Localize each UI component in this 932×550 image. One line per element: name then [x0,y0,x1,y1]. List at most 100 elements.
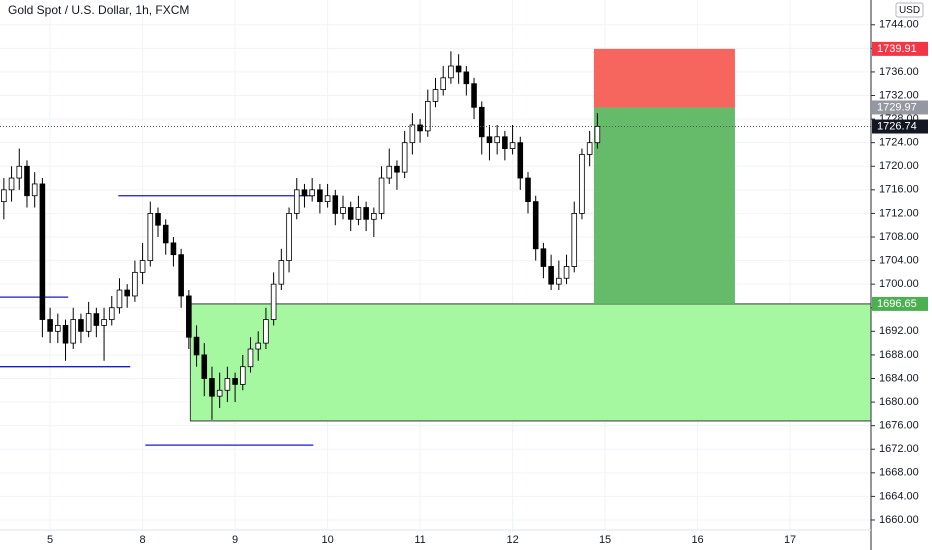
y-tick-label: 1744.00 [879,19,919,31]
candle-body [39,183,46,320]
candle-body [448,65,454,79]
y-tick-label: 1724.00 [879,137,919,149]
candle-body [517,142,524,179]
y-tick-label: 1688.00 [879,349,919,361]
candle-body [425,101,431,132]
candle-body [232,378,238,385]
zone-price-label-bg [872,296,928,311]
candle-body [293,189,300,214]
candle-body [471,83,477,108]
candle-body [16,165,23,179]
candle-body [586,142,593,155]
candle-body [347,207,354,220]
candle-body [548,266,554,285]
candle-body [440,77,446,91]
y-tick-label: 1692.00 [879,325,919,337]
candle-body [332,195,339,214]
candle-body [132,271,138,297]
x-tick-label: 11 [414,534,425,546]
x-tick-label: 17 [784,534,796,546]
plot-area [0,0,872,530]
candle-body [263,319,269,344]
candle-body [317,189,323,203]
entry-price-label: 1729.97 [877,101,917,113]
candle-body [371,213,377,220]
candle-body [24,165,30,197]
candle-body [62,325,69,344]
candle-body [509,142,516,149]
y-tick-label: 1660.00 [879,514,919,526]
candle-body [556,277,562,285]
candle-body [324,195,331,203]
candle-body [70,319,77,344]
y-tick-label: 1664.00 [879,490,919,502]
candle-body [247,348,254,368]
candle-body [240,366,246,385]
x-tick-label: 10 [321,534,333,546]
candle-body [340,207,346,214]
y-tick-label: 1712.00 [879,207,919,219]
zone-price-label: 1696.65 [877,298,917,310]
candle-body [270,283,277,320]
last-price-label: 1726.74 [877,120,917,132]
candle-body [116,289,123,309]
candle-body [78,319,84,332]
y-tick-label: 1720.00 [879,160,919,172]
candle-body [278,260,285,285]
x-tick-label: 5 [47,534,53,546]
x-tick-label: 9 [232,534,238,546]
x-tick-label: 8 [140,534,146,546]
candle-body [532,201,539,250]
y-tick-label: 1716.00 [879,184,919,196]
y-tick-label: 1736.00 [879,66,919,78]
x-tick-label: 16 [691,534,703,546]
candle-body [216,389,223,397]
candle-body [286,213,292,261]
y-tick-label: 1684.00 [879,372,919,384]
candle-body [571,213,578,267]
y-tick-label: 1676.00 [879,420,919,432]
candle-body [255,342,262,350]
candle-body [579,154,585,214]
x-tick-label: 15 [599,534,611,546]
candle-body [309,189,315,197]
y-tick-label: 1700.00 [879,278,919,290]
currency-box[interactable] [895,2,924,18]
candle-body [455,65,462,73]
candle-body [378,177,385,214]
y-tick-label: 1672.00 [879,443,919,455]
candle-body [55,325,61,332]
candle-body [502,136,508,149]
candle-body [355,207,362,220]
candle-body [178,254,184,297]
candle-body [8,177,15,191]
candle-body [170,242,177,256]
last-price-label-bg [872,119,928,134]
candle-body [124,289,130,297]
candle-body [224,378,231,391]
currency-label: USD [899,5,920,16]
stop-price-label: 1739.91 [877,43,917,55]
candle-body [525,177,531,203]
candle-body [478,106,485,138]
x-tick-label: 12 [506,534,518,546]
candle-body [540,248,547,267]
y-tick-label: 1732.00 [879,89,919,101]
candle-body [401,142,408,173]
entry-price-label-bg [872,100,928,115]
candle-body [409,124,416,144]
candle-body [93,313,100,326]
candle-body [417,124,423,132]
candle-body [363,207,369,220]
candle-body [139,260,146,273]
stop-price-label-bg [872,41,928,56]
candle-body [594,126,601,144]
y-tick-label: 1708.00 [879,231,919,243]
candle-body [432,89,439,102]
candle-body [486,136,493,144]
candle-body [394,165,400,173]
candle-body [386,165,393,179]
stop-area [593,48,735,108]
candle-body [463,71,470,85]
